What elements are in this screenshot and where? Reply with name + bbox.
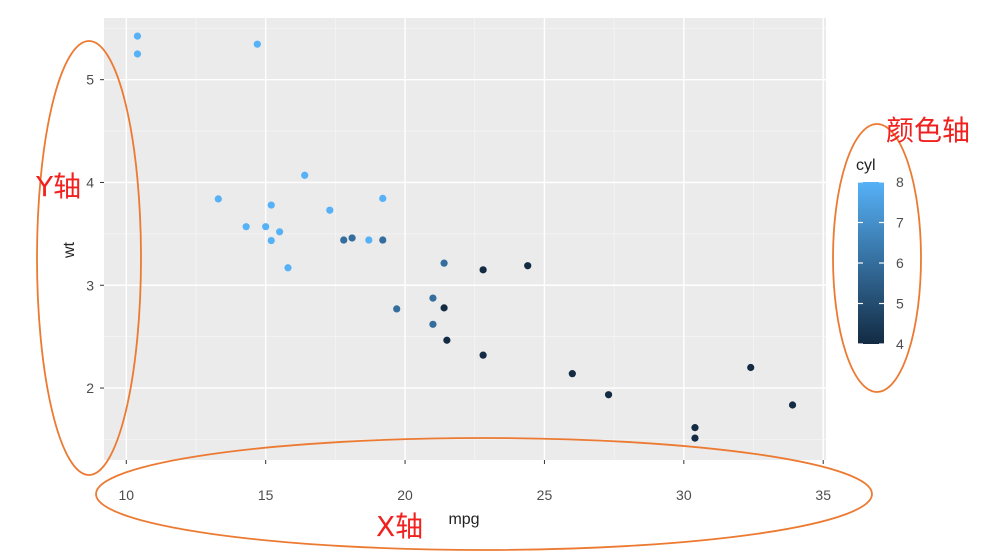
data-point <box>479 351 487 359</box>
data-point <box>253 40 261 48</box>
data-point <box>262 223 270 231</box>
grid-lines <box>104 18 826 460</box>
data-point <box>276 228 284 236</box>
data-points <box>133 32 797 442</box>
legend-tick-label: 7 <box>896 215 904 231</box>
x-tick-label: 20 <box>397 487 413 503</box>
data-point <box>133 50 142 58</box>
x-tick-label: 35 <box>815 487 831 503</box>
x-axis-annotation: X轴 <box>376 510 423 543</box>
data-point <box>393 305 401 313</box>
x-tick-label: 25 <box>537 487 553 503</box>
data-point <box>340 236 348 244</box>
y-axis-annotation: Y轴 <box>35 170 81 203</box>
data-point <box>326 206 334 214</box>
data-point <box>267 236 275 245</box>
data-point <box>479 266 487 274</box>
color-axis-highlight-ellipse <box>832 123 922 393</box>
color-axis-annotation: 颜色轴 <box>886 114 970 147</box>
data-point <box>379 236 387 244</box>
y-axis-highlight-ellipse <box>36 40 142 476</box>
annotations: Y轴 X轴 颜色轴 <box>35 40 970 551</box>
data-point <box>429 294 437 302</box>
data-point <box>242 223 250 231</box>
legend-tick-label: 4 <box>896 336 904 352</box>
data-point <box>214 195 222 203</box>
data-point <box>440 304 448 312</box>
x-axis: 10 15 20 25 30 35 <box>119 460 831 503</box>
x-axis-title: mpg <box>448 511 479 528</box>
data-point <box>379 194 387 202</box>
legend-tick-label: 5 <box>896 296 904 312</box>
data-point <box>348 234 356 242</box>
x-axis-highlight-ellipse <box>95 437 873 551</box>
data-point <box>788 401 797 409</box>
data-point <box>443 336 451 344</box>
color-legend: cyl 4 5 6 7 8 <box>856 157 904 352</box>
legend-ticks: 4 5 6 7 8 <box>858 174 904 352</box>
data-point <box>524 262 532 270</box>
x-tick-label: 30 <box>676 487 692 503</box>
legend-tick-label: 6 <box>896 255 904 271</box>
data-point <box>365 236 373 244</box>
data-point <box>691 434 699 442</box>
legend-tick-label: 8 <box>896 174 904 190</box>
y-tick-label: 2 <box>86 380 94 396</box>
y-tick-label: 3 <box>86 277 94 293</box>
data-point <box>440 259 448 267</box>
data-point <box>133 32 142 40</box>
y-tick-label: 4 <box>86 174 94 190</box>
data-point <box>301 171 309 179</box>
data-point <box>267 201 275 209</box>
y-axis-title: wt <box>61 241 78 259</box>
data-point <box>604 391 613 399</box>
y-axis: 2 3 4 5 <box>86 72 104 396</box>
data-point <box>284 264 292 272</box>
x-tick-label: 15 <box>258 487 274 503</box>
y-tick-label: 5 <box>86 72 94 88</box>
data-point <box>691 424 699 432</box>
data-point <box>568 370 576 378</box>
plot-panel <box>104 18 826 460</box>
legend-title: cyl <box>856 157 876 174</box>
data-point <box>747 363 755 372</box>
data-point <box>429 320 437 328</box>
x-tick-label: 10 <box>119 487 135 503</box>
